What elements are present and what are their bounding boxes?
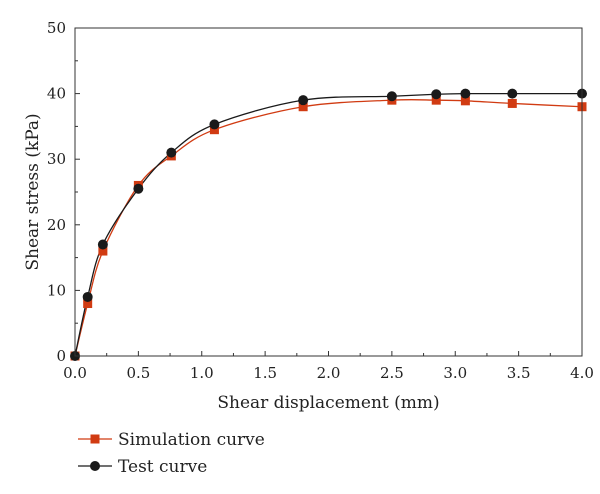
data-point-simulation (431, 95, 441, 105)
x-tick-labels: 0.0 0.5 1.0 1.5 2.0 2.5 3.0 3.5 4.0 (63, 364, 594, 382)
legend-marker-test (90, 461, 100, 471)
series-line-simulation (74, 99, 583, 357)
y-tick-label: 30 (47, 150, 66, 168)
legend-entry-simulation: Simulation curve (78, 430, 265, 450)
legend-label-simulation: Simulation curve (118, 430, 265, 450)
data-point-test (209, 119, 220, 130)
series-layer (70, 88, 587, 361)
x-tick-label: 3.5 (507, 364, 531, 382)
legend-label-test: Test curve (118, 457, 207, 477)
x-tick-label: 0.0 (63, 364, 87, 382)
data-point-simulation (209, 125, 219, 135)
data-point-test (82, 291, 93, 302)
y-tick-label: 40 (47, 85, 66, 103)
data-point-test (133, 183, 144, 194)
data-point-simulation (298, 102, 308, 112)
data-point-simulation (507, 98, 517, 108)
data-point-test (166, 147, 177, 158)
data-point-simulation (83, 299, 93, 309)
legend-entry-test: Test curve (78, 457, 207, 477)
series-line-test (74, 92, 582, 357)
x-tick-label: 1.5 (253, 364, 277, 382)
y-axis-title: Shear stress (kPa) (23, 113, 43, 270)
data-point-test (431, 89, 442, 100)
data-point-test (507, 88, 518, 99)
x-tick-label: 1.0 (190, 364, 214, 382)
x-tick-label: 4.0 (570, 364, 594, 382)
data-point-simulation (98, 246, 108, 256)
x-axis-title: Shear displacement (mm) (217, 393, 439, 413)
legend: Simulation curve Test curve (78, 430, 265, 477)
x-tick-label: 0.5 (126, 364, 150, 382)
data-point-test (97, 239, 108, 250)
axis-ticks (74, 27, 583, 357)
plot-frame (74, 27, 583, 357)
y-tick-label: 10 (47, 281, 66, 299)
data-point-simulation (460, 96, 470, 106)
legend-marker-simulation (90, 434, 100, 444)
x-tick-label: 2.0 (317, 364, 341, 382)
data-point-test (298, 95, 309, 106)
data-point-test (386, 91, 397, 102)
x-tick-label: 3.0 (443, 364, 467, 382)
y-tick-label: 20 (47, 216, 66, 234)
y-tick-label: 50 (47, 19, 66, 37)
x-tick-label: 2.5 (380, 364, 404, 382)
data-point-test (460, 88, 471, 99)
y-tick-labels: 0 10 20 30 40 50 (47, 19, 66, 365)
y-tick-label: 0 (56, 347, 66, 365)
